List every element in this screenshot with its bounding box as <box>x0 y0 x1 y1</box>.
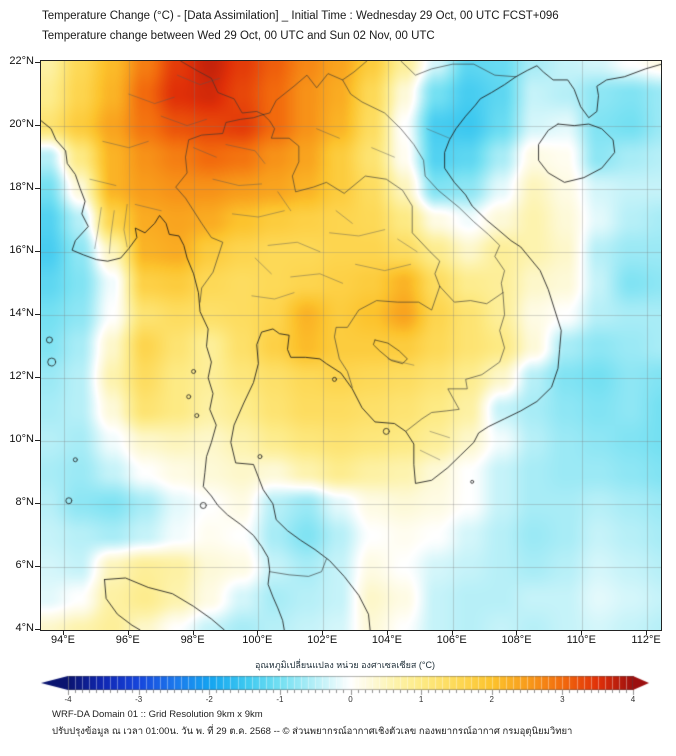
lat-label: 22°N <box>9 54 34 67</box>
lon-label: 96°E <box>115 634 140 646</box>
lat-tick <box>35 251 40 252</box>
lat-tick <box>35 125 40 126</box>
lon-label: 108°E <box>501 634 532 646</box>
lat-label: 12°N <box>9 369 34 382</box>
lat-label: 8°N <box>15 495 34 508</box>
lon-label: 100°E <box>242 634 273 646</box>
lon-tick <box>646 631 647 635</box>
lat-tick <box>35 629 40 630</box>
lon-tick <box>63 631 64 635</box>
lat-tick <box>35 566 40 567</box>
lat-label: 6°N <box>15 558 34 571</box>
lat-label: 16°N <box>9 243 34 256</box>
lon-tick <box>516 631 517 635</box>
lon-tick <box>322 631 323 635</box>
colorbar-tick-label: 0 <box>348 695 353 704</box>
lon-label: 102°E <box>307 634 338 646</box>
map-frame <box>40 60 662 631</box>
colorbar-tick-label: -4 <box>64 695 72 704</box>
lon-tick <box>128 631 129 635</box>
map-title: Temperature Change (°C) - [Data Assimila… <box>42 10 559 22</box>
footer: WRF-DA Domain 01 :: Grid Resolution 9km … <box>52 707 572 740</box>
lon-label: 94°E <box>50 634 75 646</box>
lon-tick <box>257 631 258 635</box>
lon-tick <box>387 631 388 635</box>
lon-label: 98°E <box>180 634 205 646</box>
lat-label: 18°N <box>9 180 34 193</box>
colorbar-tick-label: -3 <box>135 695 143 704</box>
colorbar-tick-label: -2 <box>205 695 213 704</box>
lon-tick <box>581 631 582 635</box>
lat-label: 4°N <box>15 622 34 634</box>
lon-label: 104°E <box>371 634 402 646</box>
colorbar-canvas <box>36 674 654 700</box>
lat-tick <box>35 314 40 315</box>
lat-tick <box>35 503 40 504</box>
lat-label: 10°N <box>9 432 34 445</box>
lon-label: 106°E <box>436 634 467 646</box>
lat-label: 20°N <box>9 117 34 130</box>
footer-domain-info: WRF-DA Domain 01 :: Grid Resolution 9km … <box>52 709 263 720</box>
lon-tick <box>452 631 453 635</box>
colorbar-title: อุณหภูมิเปลี่ยนแปลง หน่วย องศาเซลเซียส (… <box>255 660 435 670</box>
lon-label: 110°E <box>566 634 596 646</box>
colorbar-tick-label: 4 <box>630 695 636 704</box>
colorbar-tick-label: -1 <box>276 695 284 704</box>
colorbar-tick-label: 1 <box>418 695 424 704</box>
map-subtitle: Temperature change between Wed 29 Oct, 0… <box>42 30 435 42</box>
colorbar-tick-label: 2 <box>489 695 494 704</box>
header: Temperature Change (°C) - [Data Assimila… <box>42 6 559 46</box>
lat-tick <box>35 440 40 441</box>
temperature-map-canvas <box>41 61 661 630</box>
lon-label: 112°E <box>631 634 661 646</box>
footer-update-info: ปรับปรุงข้อมูล ณ เวลา 01:00น. วัน พ. ที่… <box>52 725 573 737</box>
lat-tick <box>35 188 40 189</box>
colorbar-tick-label: 3 <box>560 695 565 704</box>
lat-label: 14°N <box>9 306 34 319</box>
lat-tick <box>35 62 40 63</box>
lat-tick <box>35 377 40 378</box>
lon-tick <box>193 631 194 635</box>
